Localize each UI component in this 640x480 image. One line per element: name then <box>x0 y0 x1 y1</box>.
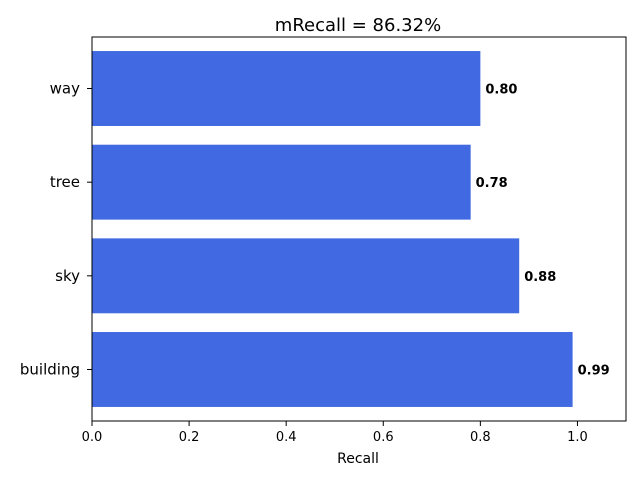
y-axis: building sky tree way <box>20 80 92 378</box>
x-axis-title: Recall <box>337 451 379 467</box>
y-tick-label-way: way <box>50 80 80 98</box>
x-tick-label: 0.0 <box>82 430 103 445</box>
bar-way <box>92 51 481 126</box>
bar-sky <box>92 238 520 314</box>
chart-title: mRecall = 86.32% <box>275 15 441 36</box>
value-label-building: 0.99 <box>578 363 610 378</box>
x-tick-label: 0.8 <box>470 430 491 445</box>
y-tick-label-tree: tree <box>50 173 80 191</box>
x-axis: 0.0 0.2 0.4 0.6 0.8 1.0 <box>82 421 588 445</box>
y-tick-label-building: building <box>20 360 80 378</box>
x-tick-label: 1.0 <box>567 430 588 445</box>
bar-tree <box>92 144 471 220</box>
value-label-way: 0.80 <box>485 83 517 98</box>
plot-area-frame <box>91 36 627 422</box>
bars-layer <box>92 51 573 407</box>
value-label-sky: 0.88 <box>524 270 556 285</box>
x-tick-label: 0.2 <box>179 430 200 445</box>
bar-building <box>92 332 573 407</box>
x-tick-label: 0.4 <box>276 430 297 445</box>
value-label-tree: 0.78 <box>476 176 508 191</box>
x-tick-label: 0.6 <box>373 430 394 445</box>
value-labels-layer: 0.99 0.88 0.78 0.80 <box>476 83 610 379</box>
y-tick-label-sky: sky <box>55 267 80 285</box>
